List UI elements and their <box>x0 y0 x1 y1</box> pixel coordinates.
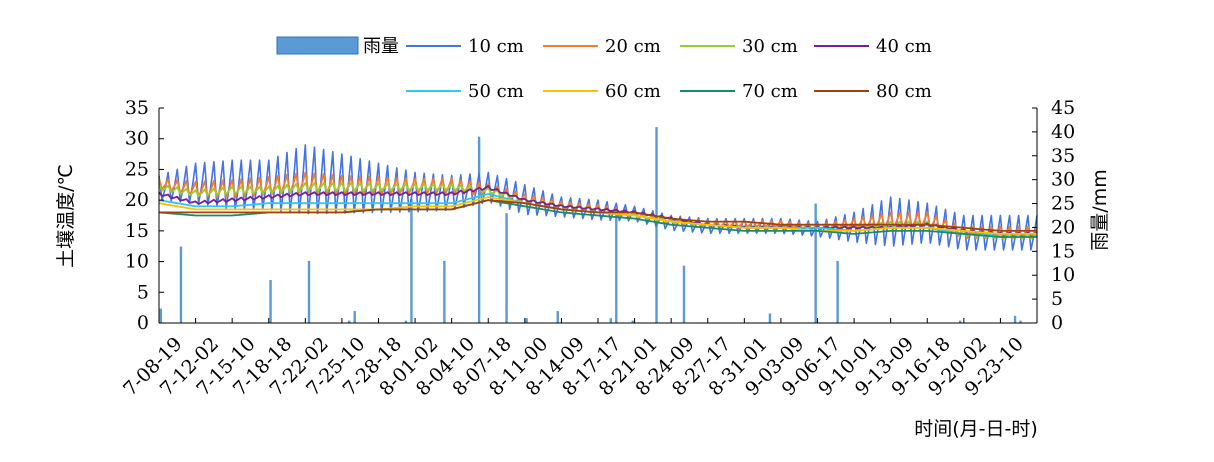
x-axis-title: 时间(月-日-时) <box>914 418 1038 440</box>
rain-bar-22 <box>1013 315 1017 323</box>
legend-label-6: 70 cm <box>742 81 798 102</box>
rain-bar-7 <box>410 198 413 323</box>
legend-item-10cm: 10 cm <box>406 36 524 57</box>
y-tick-label-6: 30 <box>125 128 149 150</box>
series-line-80cm <box>159 199 1037 232</box>
legend-item-60cm: 60 cm <box>543 81 661 102</box>
rain-bar-1 <box>179 246 183 323</box>
legend-rain-swatch <box>276 36 359 55</box>
y-tick-label-5: 25 <box>125 158 149 180</box>
rain-bar-17 <box>682 265 686 323</box>
y2-tick-label-6: 30 <box>1051 169 1075 191</box>
legend-item-rain: 雨量 <box>276 36 399 57</box>
legend-label-1: 20 cm <box>605 36 661 57</box>
y2-tick-label-8: 40 <box>1051 121 1075 143</box>
rain-bar-14 <box>615 208 618 323</box>
y2-tick-label-2: 10 <box>1051 264 1075 286</box>
rain-bar-3 <box>307 260 311 323</box>
rain-bar-8 <box>443 260 446 323</box>
rain-bar-10 <box>505 213 508 323</box>
y-tick-label-3: 15 <box>125 220 149 242</box>
rain-bar-12 <box>556 311 559 323</box>
series-line-10cm <box>158 144 1038 251</box>
rain-bar-5 <box>353 311 356 323</box>
y-tick-label-1: 5 <box>137 281 149 303</box>
y2-tick-label-4: 20 <box>1051 216 1075 238</box>
series-line-20cm <box>158 171 1038 240</box>
rain-bar-23 <box>1019 320 1022 323</box>
y-axis-title: 土壤温度/℃ <box>55 164 77 268</box>
rain-bar-11 <box>525 318 528 323</box>
rain-bar-2 <box>269 280 272 323</box>
legend-item-30cm: 30 cm <box>680 36 798 57</box>
y2-tick-label-5: 25 <box>1051 193 1075 215</box>
legend-label-7: 80 cm <box>876 81 932 102</box>
rain-bar-4 <box>348 320 351 323</box>
legend-label-2: 30 cm <box>742 36 798 57</box>
rain-bar-13 <box>609 318 613 323</box>
legend-label-4: 50 cm <box>468 81 524 102</box>
y2-tick-label-3: 15 <box>1051 240 1075 262</box>
series-line-40cm <box>158 185 1038 236</box>
y-tick-label-4: 20 <box>125 189 149 211</box>
legend-label-5: 60 cm <box>605 81 661 102</box>
y-tick-label-0: 0 <box>137 312 149 334</box>
legend: 雨量 10 cm 20 cm 30 cm 40 cm 50 cm 60 cm 70 cm 80 … <box>276 36 932 102</box>
legend-rain-label: 雨量 <box>363 36 399 57</box>
legend-item-70cm: 70 cm <box>680 81 798 102</box>
legend-label-0: 10 cm <box>468 36 524 57</box>
rain-bar-9 <box>477 136 481 323</box>
legend-item-50cm: 50 cm <box>406 81 524 102</box>
plot-area <box>158 127 1038 323</box>
rain-bar-6 <box>404 320 408 323</box>
legend-item-40cm: 40 cm <box>814 36 932 57</box>
legend-label-3: 40 cm <box>876 36 932 57</box>
rain-bar-0 <box>159 308 163 323</box>
rain-bar-20 <box>836 260 839 323</box>
y-tick-label-2: 10 <box>125 251 149 273</box>
y2-tick-label-7: 35 <box>1051 145 1075 167</box>
legend-item-20cm: 20 cm <box>543 36 661 57</box>
rain-bar-15 <box>631 320 634 323</box>
rain-bar-18 <box>768 313 772 323</box>
rain-bar-19 <box>814 203 817 323</box>
axes: 051015202530350510152025303540457-08-197… <box>119 97 1075 400</box>
y2-axis-title: 雨量/mm <box>1089 169 1111 250</box>
y2-tick-label-9: 45 <box>1051 97 1075 119</box>
y2-tick-label-1: 5 <box>1051 288 1063 310</box>
rain-bar-21 <box>958 320 962 323</box>
y2-tick-label-0: 0 <box>1051 312 1063 334</box>
y-tick-label-7: 35 <box>125 97 149 119</box>
legend-item-80cm: 80 cm <box>814 81 932 102</box>
